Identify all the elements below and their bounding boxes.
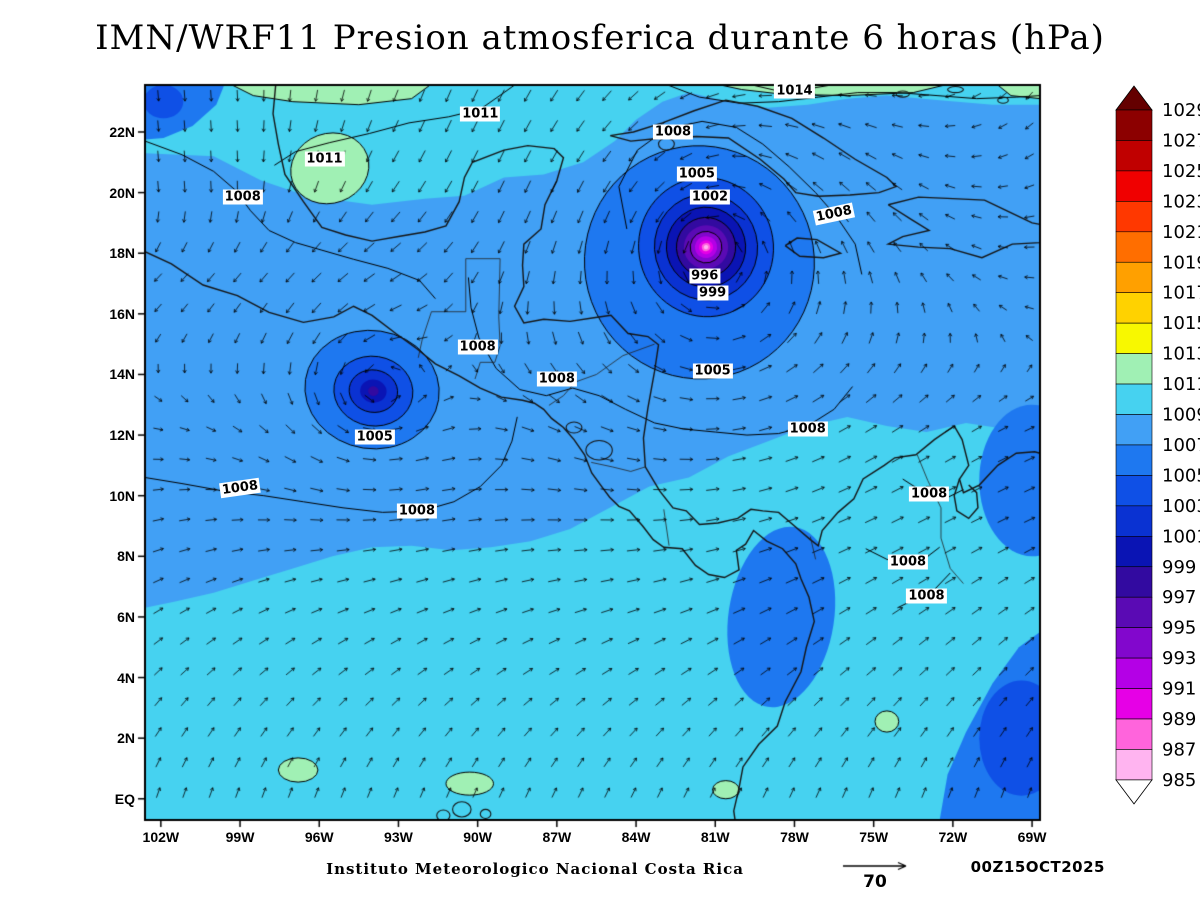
colorbar-level-label: 1019 xyxy=(1162,252,1200,273)
lon-tick-label: 69W xyxy=(1017,829,1047,845)
colorbar-cell xyxy=(1115,475,1153,507)
colorbar-level-label: 989 xyxy=(1162,709,1196,730)
colorbar-cell xyxy=(1115,353,1153,385)
colorbar-cell xyxy=(1115,414,1153,446)
contour-label: 1005 xyxy=(692,363,733,379)
contour-label: 999 xyxy=(697,285,729,301)
colorbar-cell xyxy=(1115,292,1153,324)
colorbar-level-label: 1003 xyxy=(1162,496,1200,517)
institution-credit: Instituto Meteorologico Nacional Costa R… xyxy=(326,860,744,878)
colorbar-level-label: 985 xyxy=(1162,770,1196,791)
lat-tick-label: 8N xyxy=(117,548,135,565)
colorbar-cell xyxy=(1115,201,1153,233)
colorbar-cell xyxy=(1115,444,1153,476)
wind-reference-value: 70 xyxy=(863,872,887,892)
colorbar-cell xyxy=(1115,231,1153,263)
colorbar-cell xyxy=(1115,505,1153,537)
contour-label: 1008 xyxy=(787,421,828,437)
colorbar-level-label: 987 xyxy=(1162,739,1196,760)
lon-tick-label: 75W xyxy=(859,829,889,845)
contour-label: 1005 xyxy=(676,166,717,182)
colorbar-end-cap xyxy=(1115,85,1153,111)
lat-tick-label: 4N xyxy=(117,669,135,686)
colorbar-cell xyxy=(1115,535,1153,568)
valid-time-label: 00Z15OCT2025 xyxy=(970,858,1105,876)
contour-label: 1002 xyxy=(689,189,731,205)
contour-label: 1014 xyxy=(774,83,815,99)
colorbar-end-cap xyxy=(1115,779,1153,805)
colorbar-level-label: 1027 xyxy=(1162,130,1200,151)
colorbar-level-label: 993 xyxy=(1162,648,1196,669)
lat-tick-label: 16N xyxy=(109,305,135,322)
contour-label: 1011 xyxy=(304,151,345,167)
contour-label: 1008 xyxy=(652,124,694,140)
colorbar-level-label: 1007 xyxy=(1162,435,1200,456)
contour-label: 1008 xyxy=(222,189,263,205)
lon-tick-label: 99W xyxy=(225,829,255,845)
colorbar-level-label: 1005 xyxy=(1162,465,1200,486)
lat-tick-label: EQ xyxy=(114,790,135,807)
colorbar-cell xyxy=(1115,718,1153,750)
lat-tick-label: 18N xyxy=(109,245,135,262)
lon-tick-label: 78W xyxy=(780,829,809,845)
lat-tick-label: 12N xyxy=(109,427,135,444)
colorbar-level-label: 991 xyxy=(1162,679,1196,700)
colorbar-level-label: 995 xyxy=(1162,618,1196,639)
lon-tick-label: 102W xyxy=(142,829,180,845)
lon-tick-label: 87W xyxy=(542,829,572,845)
lon-tick-label: 84W xyxy=(621,829,651,845)
contour-label: 1008 xyxy=(887,554,929,570)
colorbar-level-label: 1017 xyxy=(1162,283,1200,304)
colorbar-cell xyxy=(1115,657,1153,689)
colorbar-cell xyxy=(1115,749,1153,781)
colorbar-level-label: 1015 xyxy=(1162,313,1200,334)
contour-label: 1008 xyxy=(536,371,577,387)
contour-label: 1008 xyxy=(906,588,947,604)
colorbar-cell xyxy=(1115,596,1153,628)
colorbar-level-label: 1029 xyxy=(1162,100,1200,121)
colorbar-level-label: 1011 xyxy=(1162,374,1200,395)
contour-label: 1005 xyxy=(354,429,395,445)
colorbar-cell xyxy=(1115,140,1153,172)
map-title: IMN/WRF11 Presion atmosferica durante 6 … xyxy=(95,18,1105,58)
lon-tick-label: 72W xyxy=(938,829,968,845)
colorbar-cell xyxy=(1115,383,1153,415)
colorbar-level-label: 997 xyxy=(1162,587,1196,608)
colorbar-level-label: 999 xyxy=(1162,557,1196,578)
lat-tick-label: 20N xyxy=(109,184,135,201)
lon-tick-label: 81W xyxy=(700,829,730,845)
colorbar-cell xyxy=(1115,322,1153,354)
lat-tick-label: 22N xyxy=(109,123,135,140)
colorbar-cell xyxy=(1115,627,1153,659)
lon-tick-label: 96W xyxy=(304,829,334,845)
contour-label: 1008 xyxy=(396,503,438,519)
lat-tick-label: 10N xyxy=(109,487,135,504)
colorbar-cell xyxy=(1115,566,1153,598)
contour-label: 996 xyxy=(689,268,721,284)
colorbar-cell xyxy=(1115,109,1153,141)
lon-tick-label: 93W xyxy=(384,829,413,845)
colorbar-level-label: 1023 xyxy=(1162,191,1200,212)
lat-tick-label: 6N xyxy=(117,608,135,625)
colorbar-cell xyxy=(1115,688,1153,720)
contour-label: 1008 xyxy=(457,339,498,355)
lon-tick-label: 90W xyxy=(463,829,493,845)
lat-tick-label: 2N xyxy=(117,730,135,747)
colorbar-level-label: 1025 xyxy=(1162,161,1200,182)
contour-label: 1008 xyxy=(909,486,950,502)
contour-label: 1011 xyxy=(460,106,501,122)
colorbar-level-label: 1013 xyxy=(1162,344,1200,365)
colorbar-cell xyxy=(1115,170,1153,202)
colorbar-cell xyxy=(1115,261,1153,294)
lat-tick-label: 14N xyxy=(109,366,135,383)
